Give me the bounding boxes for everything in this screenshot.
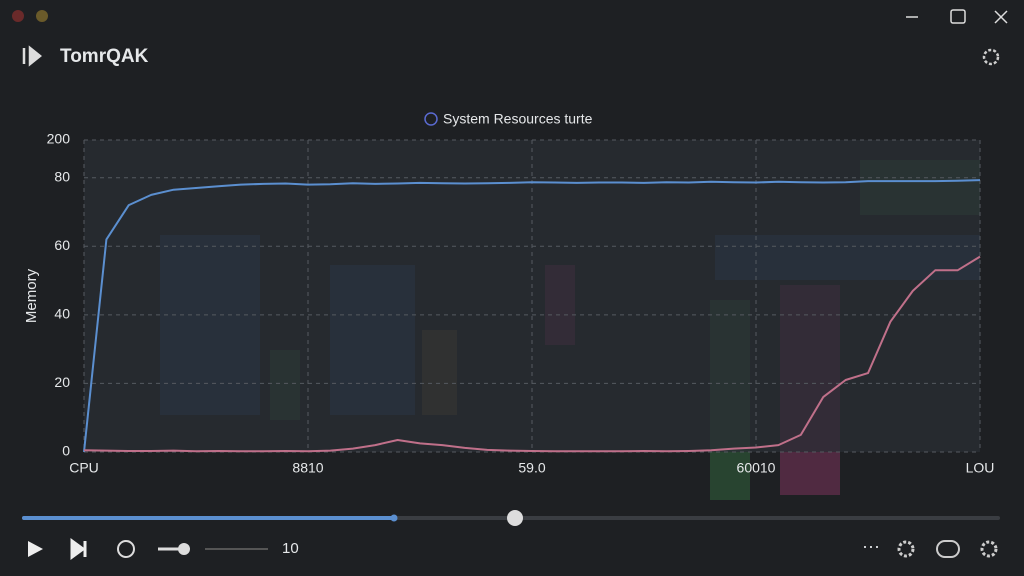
progress-handle[interactable] [390,514,398,522]
y-tick-label: 0 [62,443,70,459]
x-tick-label: LOU [966,460,995,476]
y-tick-label: 20 [54,374,70,390]
close-button[interactable] [994,10,1008,24]
scrub-handle[interactable] [507,510,523,526]
window-dot[interactable] [12,10,24,22]
settings-button[interactable] [980,540,998,558]
series-line [83,255,981,453]
legend-marker [424,112,438,126]
series-line [83,179,981,453]
progress-fill [22,516,395,520]
x-tick-label: 59.0 [518,460,545,476]
settings-button[interactable] [982,48,1000,66]
y-tick-label: 80 [54,168,70,184]
more-button[interactable]: ··· [862,536,880,556]
volume-knob[interactable] [178,543,190,555]
captions-button[interactable] [936,540,960,558]
legend-label: System Resources turte [443,111,593,127]
chart: 0 20 40 60 80 200 CPU 8810 59.0 60010 LOU [47,131,995,476]
y-tick-label: 200 [47,131,71,147]
x-tick-label: 8810 [292,460,323,476]
y-tick-label: 40 [54,306,70,322]
y-axis-label: Memory [23,268,40,323]
loop-button[interactable] [117,540,135,558]
x-tick-label: CPU [69,460,99,476]
app-title: TomrQAK [60,46,149,67]
x-tick-label: 60010 [737,460,776,476]
y-tick-label: 60 [54,237,70,253]
next-button[interactable] [70,538,87,560]
window-dot[interactable] [36,10,48,22]
maximize-button[interactable] [950,9,966,24]
play-button[interactable] [28,541,43,557]
app-icon [22,45,43,67]
volume-label: 10 [282,540,299,557]
settings-button[interactable] [897,540,915,558]
